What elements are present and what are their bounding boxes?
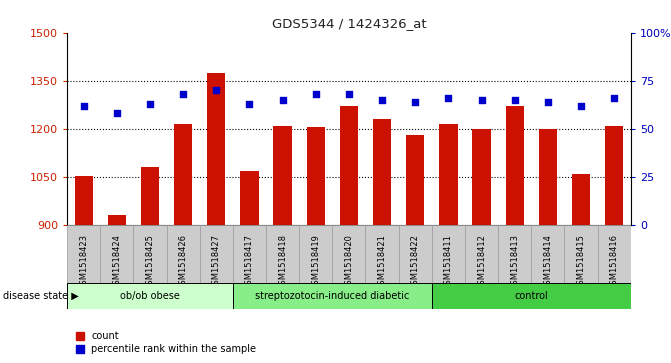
Bar: [67, 225, 100, 283]
Bar: [373, 119, 391, 225]
Bar: [67, 283, 233, 309]
Point: [476, 97, 487, 103]
Text: GSM1518419: GSM1518419: [311, 234, 320, 290]
Text: ob/ob obese: ob/ob obese: [120, 291, 180, 301]
Bar: [432, 225, 465, 283]
Text: control: control: [515, 291, 548, 301]
Text: GSM1518418: GSM1518418: [278, 234, 287, 290]
Bar: [332, 225, 366, 283]
Point: [542, 99, 553, 105]
Bar: [539, 129, 557, 225]
Bar: [200, 225, 233, 283]
Legend: count, percentile rank within the sample: count, percentile rank within the sample: [72, 327, 260, 358]
Bar: [498, 225, 531, 283]
Text: GSM1518413: GSM1518413: [510, 234, 519, 290]
Point: [145, 101, 156, 107]
Bar: [307, 127, 325, 225]
Text: GSM1518423: GSM1518423: [79, 234, 88, 290]
Text: GSM1518414: GSM1518414: [544, 234, 552, 290]
Title: GDS5344 / 1424326_at: GDS5344 / 1424326_at: [272, 17, 426, 30]
Text: GSM1518412: GSM1518412: [477, 234, 486, 290]
Bar: [266, 225, 299, 283]
Point: [609, 95, 619, 101]
Text: GSM1518425: GSM1518425: [146, 234, 154, 290]
Text: GSM1518416: GSM1518416: [610, 234, 619, 290]
Text: GSM1518422: GSM1518422: [411, 234, 420, 290]
Text: GSM1518426: GSM1518426: [178, 234, 188, 290]
Point: [576, 103, 586, 109]
Bar: [100, 225, 134, 283]
Bar: [432, 283, 631, 309]
Point: [410, 99, 421, 105]
Bar: [166, 225, 200, 283]
Bar: [240, 171, 258, 225]
Bar: [174, 124, 193, 225]
Bar: [233, 225, 266, 283]
Point: [311, 91, 321, 97]
Text: GSM1518427: GSM1518427: [212, 234, 221, 290]
Bar: [108, 216, 126, 225]
Bar: [605, 126, 623, 225]
Text: disease state ▶: disease state ▶: [3, 291, 79, 301]
Point: [376, 97, 387, 103]
Point: [79, 103, 89, 109]
Bar: [564, 225, 598, 283]
Bar: [74, 176, 93, 225]
Text: GSM1518417: GSM1518417: [245, 234, 254, 290]
Point: [277, 97, 288, 103]
Bar: [399, 225, 432, 283]
Bar: [572, 174, 590, 225]
Text: GSM1518411: GSM1518411: [444, 234, 453, 290]
Bar: [274, 126, 292, 225]
Bar: [366, 225, 399, 283]
Point: [443, 95, 454, 101]
Bar: [299, 225, 332, 283]
Bar: [465, 225, 498, 283]
Bar: [134, 225, 166, 283]
Text: GSM1518421: GSM1518421: [378, 234, 386, 290]
Point: [509, 97, 520, 103]
Point: [178, 91, 189, 97]
Bar: [340, 106, 358, 225]
Bar: [505, 106, 524, 225]
Bar: [440, 124, 458, 225]
Text: streptozotocin-induced diabetic: streptozotocin-induced diabetic: [255, 291, 409, 301]
Bar: [598, 225, 631, 283]
Bar: [141, 167, 159, 225]
Point: [244, 101, 255, 107]
Point: [111, 111, 122, 117]
Bar: [472, 129, 491, 225]
Bar: [406, 135, 424, 225]
Bar: [233, 283, 432, 309]
Text: GSM1518420: GSM1518420: [344, 234, 354, 290]
Text: GSM1518424: GSM1518424: [112, 234, 121, 290]
Bar: [531, 225, 564, 283]
Point: [211, 87, 221, 93]
Bar: [207, 73, 225, 225]
Point: [344, 91, 354, 97]
Text: GSM1518415: GSM1518415: [576, 234, 586, 290]
